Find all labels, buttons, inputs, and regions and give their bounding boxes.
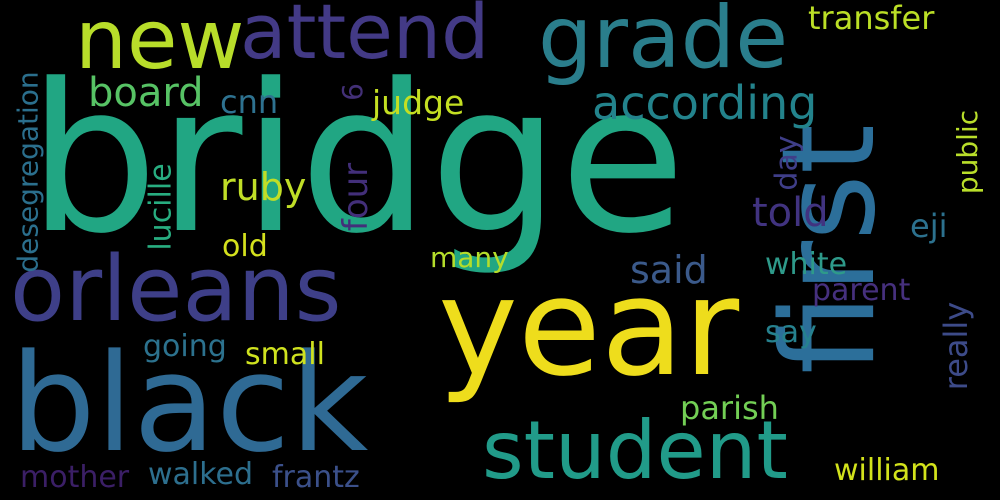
word-lucille: lucille bbox=[143, 163, 179, 251]
word-orleans: orleans bbox=[10, 237, 342, 342]
word-ruby: ruby bbox=[220, 165, 307, 209]
word-judge: judge bbox=[372, 83, 465, 122]
word-bridge: bridge bbox=[28, 41, 686, 279]
word-parish: parish bbox=[680, 389, 779, 427]
word-going: going bbox=[143, 329, 227, 364]
word-say: say bbox=[765, 315, 817, 350]
word-transfer: transfer bbox=[808, 0, 935, 37]
word-cnn: cnn bbox=[220, 83, 279, 121]
word-mother: mother bbox=[20, 460, 130, 495]
word-really: really bbox=[937, 301, 976, 391]
word-public: public bbox=[951, 109, 985, 195]
word-board: board bbox=[88, 70, 204, 116]
word-grade: grade bbox=[538, 0, 789, 88]
word-told: told bbox=[752, 190, 829, 236]
word-black: black bbox=[10, 325, 369, 482]
word-walked: walked bbox=[148, 457, 254, 492]
word-frantz: frantz bbox=[272, 460, 360, 495]
word-many: many bbox=[430, 241, 509, 274]
word-four: four bbox=[336, 162, 377, 232]
word-attend: attend bbox=[240, 0, 490, 76]
word-small: small bbox=[245, 337, 325, 372]
word-year: year bbox=[438, 249, 740, 406]
word-old: old bbox=[222, 229, 268, 264]
word-white: white bbox=[765, 247, 848, 282]
word-william: william bbox=[834, 453, 940, 488]
word-student: student bbox=[482, 404, 788, 497]
word-six: 6 bbox=[335, 83, 369, 101]
word-eji: eji bbox=[910, 207, 948, 245]
word-parent: parent bbox=[812, 273, 911, 308]
word-according: according bbox=[592, 76, 818, 130]
word-desegregation: desegregation bbox=[11, 71, 45, 273]
word-new: new bbox=[75, 0, 245, 88]
word-day: day bbox=[769, 135, 805, 191]
word-said: said bbox=[630, 248, 708, 292]
